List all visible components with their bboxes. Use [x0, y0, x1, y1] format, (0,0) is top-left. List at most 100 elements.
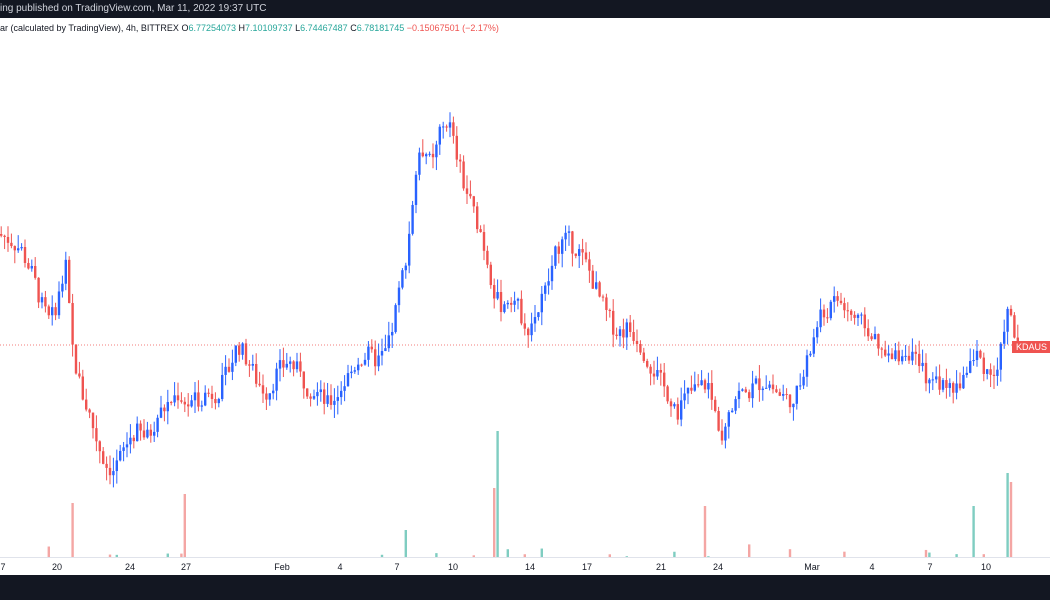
candle-body — [374, 349, 377, 367]
candle-body — [459, 159, 462, 162]
candle-body — [850, 310, 853, 315]
time-tick: 20 — [51, 562, 63, 572]
candle-body — [605, 297, 608, 310]
candle-body — [826, 317, 829, 319]
candle-body — [608, 309, 611, 311]
candle-body — [438, 126, 441, 145]
candle-body — [336, 397, 339, 401]
candle-body — [710, 383, 713, 400]
symbol-info: ar (calculated by TradingView), 4h, BITT… — [0, 23, 179, 33]
candle-body — [108, 467, 112, 476]
candle-body — [435, 144, 438, 158]
candle-body — [193, 392, 197, 401]
candle-body — [156, 417, 159, 432]
candle-body — [533, 317, 537, 324]
candle-body — [625, 322, 628, 338]
candle-body — [516, 298, 520, 301]
candle-body — [1003, 331, 1006, 344]
candle-body — [146, 429, 149, 438]
chart-pane[interactable]: ar (calculated by TradingView), 4h, BITT… — [0, 18, 1050, 575]
candle-body — [91, 412, 95, 429]
candle-body — [122, 447, 125, 451]
candle-body — [27, 262, 30, 269]
time-axis[interactable]: 7 20 24 27 Feb 4 7 10 14 17 21 24 Mar 4 7 10 — [0, 557, 1050, 576]
candle-body — [758, 378, 761, 391]
candle-body — [309, 396, 312, 399]
candle-body — [697, 384, 700, 386]
candle-body — [564, 232, 567, 240]
candle-body — [833, 296, 836, 302]
candle-body — [778, 392, 781, 396]
volume-bar — [1006, 473, 1009, 575]
time-tick: 4 — [337, 562, 343, 572]
candle-body — [557, 246, 560, 254]
candle-body — [744, 389, 747, 393]
candle-body — [788, 394, 792, 408]
candle-body — [669, 401, 673, 407]
candle-body — [635, 340, 639, 344]
candle-body — [945, 380, 948, 388]
candle-body — [78, 373, 81, 377]
candle-body — [561, 239, 564, 254]
top-bar: ing published on TradingView.com, Mar 11… — [0, 0, 1050, 18]
candle-body — [870, 336, 873, 340]
candle-body — [877, 333, 880, 349]
candle-body — [686, 387, 690, 394]
candle-body — [81, 376, 84, 400]
candle-body — [785, 393, 788, 395]
candle-body — [571, 231, 574, 254]
candle-body — [119, 450, 122, 461]
candle-body — [68, 259, 71, 304]
candle-body — [170, 402, 173, 404]
candle-body — [333, 400, 336, 405]
candle-body — [316, 392, 319, 397]
candle-body — [581, 249, 584, 253]
candle-body — [741, 389, 744, 391]
candle-body — [884, 349, 887, 356]
candle-body — [1013, 315, 1016, 338]
candle-body — [462, 161, 465, 189]
candle-body — [397, 287, 401, 306]
candle-body — [989, 369, 992, 375]
candle-body — [340, 390, 343, 398]
candle-body — [306, 388, 309, 397]
candle-body — [54, 307, 57, 316]
candle-body — [292, 361, 295, 370]
candle-body — [996, 369, 999, 376]
candle-body — [615, 334, 618, 336]
candle-body — [187, 404, 190, 407]
candle-body — [6, 236, 10, 243]
candle-body — [887, 353, 890, 356]
candle-body — [986, 369, 989, 374]
volume-bars — [0, 431, 1019, 575]
candle-body — [965, 372, 968, 375]
candle-body — [724, 426, 727, 441]
candle-body — [799, 385, 802, 387]
time-tick: 17 — [581, 562, 593, 572]
candle-body — [846, 310, 849, 312]
candle-body — [921, 362, 924, 367]
time-tick: 24 — [712, 562, 724, 572]
candle-body — [499, 292, 503, 313]
candle-body — [3, 235, 6, 237]
candle-body — [693, 384, 696, 391]
candle-body — [629, 322, 632, 332]
candle-body — [703, 380, 707, 390]
candle-body — [843, 303, 846, 311]
candle-body — [200, 405, 203, 407]
candle-body — [210, 393, 214, 399]
candlestick-chart[interactable] — [0, 18, 1050, 575]
candle-body — [132, 437, 135, 442]
candle-body — [748, 392, 751, 399]
candle-body — [612, 310, 615, 335]
candle-body — [547, 281, 550, 286]
candle-body — [85, 399, 88, 410]
candle-body — [578, 249, 581, 256]
candle-body — [183, 401, 186, 405]
candle-body — [404, 265, 407, 271]
candle-body — [751, 383, 754, 399]
candle-body — [275, 368, 278, 391]
candle-body — [537, 312, 540, 318]
candle-body — [282, 360, 285, 368]
volume-bar — [183, 494, 186, 575]
